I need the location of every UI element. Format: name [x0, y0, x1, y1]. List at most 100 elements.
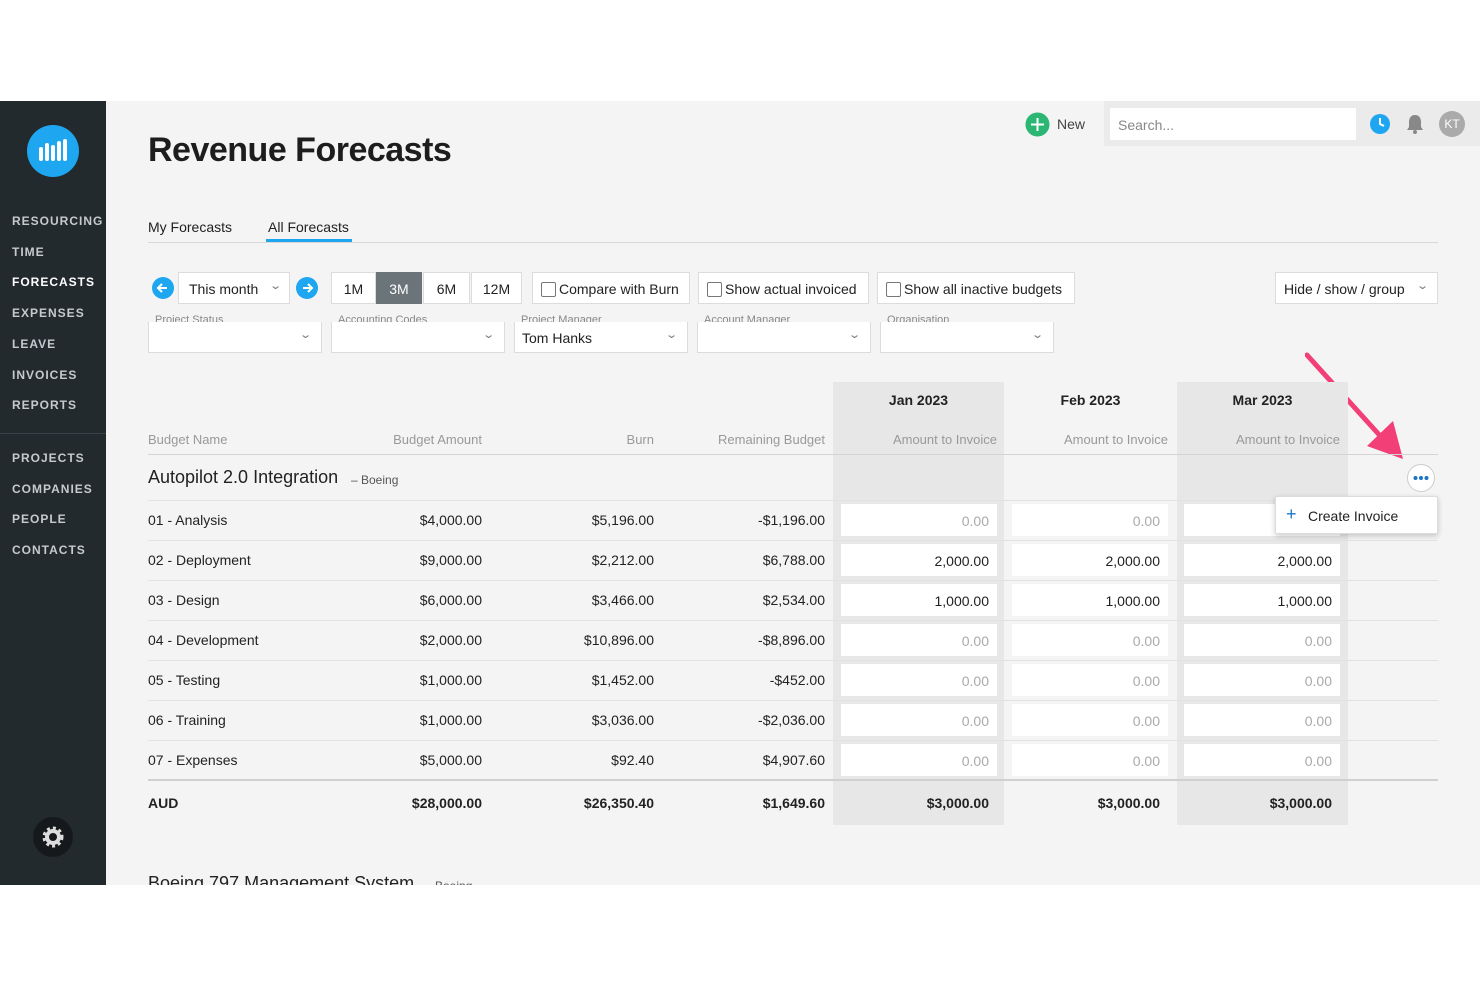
- column-header: Remaining Budget: [718, 432, 825, 447]
- budget-name: 01 - Analysis: [148, 512, 228, 528]
- tab-line: [148, 242, 1438, 243]
- forecast-input[interactable]: 1,000.00: [1012, 584, 1168, 616]
- cell: $2,534.00: [762, 592, 825, 608]
- filter-select[interactable]: ⌄: [697, 322, 871, 353]
- nav-item[interactable]: FORECASTS: [12, 275, 96, 290]
- nav-item[interactable]: LEAVE: [12, 336, 57, 351]
- filter-select[interactable]: Tom Hanks ⌄: [514, 322, 688, 353]
- bell-icon[interactable]: [1405, 113, 1425, 135]
- cell: -$8,896.00: [758, 632, 825, 648]
- forecast-input[interactable]: 2,000.00: [1184, 544, 1340, 576]
- forecast-input[interactable]: 0.00: [1012, 624, 1168, 656]
- budget-name: 03 - Design: [148, 592, 220, 608]
- row-line: [148, 620, 1438, 621]
- cell: $2,212.00: [591, 552, 654, 568]
- range-button[interactable]: 12M: [471, 272, 522, 304]
- app: RESOURCING TIME FORECASTS EXPENSES LEAVE INVO…: [0, 101, 1480, 885]
- forecast-input[interactable]: 0.00: [841, 744, 997, 776]
- nav-item[interactable]: TIME: [12, 244, 45, 259]
- cell: $2,000.00: [419, 632, 482, 648]
- filter-select[interactable]: ⌄: [880, 322, 1054, 353]
- checkbox: [541, 282, 556, 297]
- column-header: Burn: [626, 432, 654, 447]
- more-button[interactable]: [1407, 464, 1435, 492]
- hide-show-button[interactable]: Hide / show / group ⌄: [1275, 272, 1438, 304]
- row-line: [148, 540, 1438, 541]
- cell: $1,452.00: [591, 672, 654, 688]
- cell: $1,000.00: [419, 712, 482, 728]
- nav-item[interactable]: INVOICES: [12, 367, 78, 382]
- range-button[interactable]: 3M: [376, 272, 422, 304]
- forecast-input[interactable]: 0.00: [1184, 624, 1340, 656]
- checkbox-label: Show actual invoiced: [725, 281, 857, 297]
- cell: $5,000.00: [419, 752, 482, 768]
- search[interactable]: Search...: [1110, 108, 1356, 140]
- range-button[interactable]: 1M: [331, 272, 376, 304]
- checkbox-option[interactable]: Show actual invoiced: [698, 272, 869, 304]
- budget-name: 05 - Testing: [148, 672, 221, 688]
- forecast-input[interactable]: 0.00: [1012, 744, 1168, 776]
- checkbox-label: Compare with Burn: [559, 281, 679, 297]
- chevron: ⌄: [848, 329, 862, 341]
- avatar[interactable]: KT: [1439, 111, 1465, 137]
- checkbox: [886, 282, 901, 297]
- checkbox-option[interactable]: Show all inactive budgets: [877, 272, 1075, 304]
- filter-select[interactable]: ⌄: [148, 322, 322, 353]
- row-line: [148, 700, 1438, 701]
- chevron: ⌄: [1416, 280, 1430, 292]
- month-header: Feb 2023: [1060, 392, 1121, 408]
- forecast-input[interactable]: 0.00: [1184, 664, 1340, 696]
- forecast-input[interactable]: 0.00: [1012, 504, 1168, 536]
- month-header: Mar 2023: [1232, 392, 1293, 408]
- forecast-input[interactable]: 1,000.00: [841, 584, 997, 616]
- nav-item[interactable]: EXPENSES: [12, 306, 85, 321]
- clock-icon[interactable]: [1369, 113, 1391, 135]
- forecast-input[interactable]: 2,000.00: [841, 544, 997, 576]
- forecast-input[interactable]: 1,000.00: [1184, 584, 1340, 616]
- filter-select[interactable]: ⌄: [331, 322, 505, 353]
- cell: $3,466.00: [591, 592, 654, 608]
- nav-item[interactable]: PROJECTS: [12, 451, 85, 465]
- page-title: Revenue Forecasts: [148, 131, 452, 169]
- period-select[interactable]: This month ⌄: [178, 272, 290, 304]
- forecast-input[interactable]: 0.00: [1012, 664, 1168, 696]
- cell: $6,000.00: [419, 592, 482, 608]
- column-header: Amount to Invoice: [1235, 432, 1340, 447]
- cell: $5,196.00: [591, 512, 654, 528]
- settings-button[interactable]: [33, 817, 73, 857]
- forecast-input[interactable]: 2,000.00: [1012, 544, 1168, 576]
- nav-item[interactable]: COMPANIES: [12, 481, 93, 496]
- new-button[interactable]: New: [1057, 116, 1086, 132]
- logo: [27, 125, 79, 177]
- forecast-input[interactable]: 0.00: [841, 504, 997, 536]
- checkbox-label: Show all inactive budgets: [904, 281, 1062, 297]
- forecast-input[interactable]: 0.00: [1184, 704, 1340, 736]
- chevron: ⌄: [482, 329, 496, 341]
- chevron: ⌄: [665, 329, 679, 341]
- cell: $4,000.00: [419, 512, 482, 528]
- period-label: This month: [189, 281, 259, 297]
- project-client: – Boeing: [351, 473, 399, 487]
- forecast-input[interactable]: 0.00: [841, 704, 997, 736]
- nav-item[interactable]: RESOURCING: [12, 214, 104, 228]
- chevron: ⌄: [1031, 329, 1045, 341]
- new-icon[interactable]: [1025, 112, 1050, 137]
- range-button[interactable]: 6M: [423, 272, 470, 304]
- checkbox-option[interactable]: Compare with Burn: [532, 272, 690, 304]
- forecast-input[interactable]: 0.00: [841, 624, 997, 656]
- nav-arrow[interactable]: [152, 277, 174, 299]
- total-cell: $3,000.00: [926, 795, 989, 811]
- nav-arrow[interactable]: [296, 277, 318, 299]
- tab[interactable]: My Forecasts: [148, 219, 233, 235]
- context-menu[interactable]: + Create Invoice: [1275, 496, 1438, 534]
- nav-item[interactable]: REPORTS: [12, 398, 78, 413]
- cell: -$1,196.00: [758, 512, 825, 528]
- menu-item[interactable]: Create Invoice: [1308, 508, 1399, 524]
- nav-item[interactable]: PEOPLE: [12, 512, 67, 527]
- tab[interactable]: All Forecasts: [268, 219, 349, 235]
- forecast-input[interactable]: 0.00: [841, 664, 997, 696]
- forecast-input[interactable]: 0.00: [1184, 744, 1340, 776]
- nav-item[interactable]: CONTACTS: [12, 543, 86, 558]
- chevron: ⌄: [269, 280, 283, 292]
- forecast-input[interactable]: 0.00: [1012, 704, 1168, 736]
